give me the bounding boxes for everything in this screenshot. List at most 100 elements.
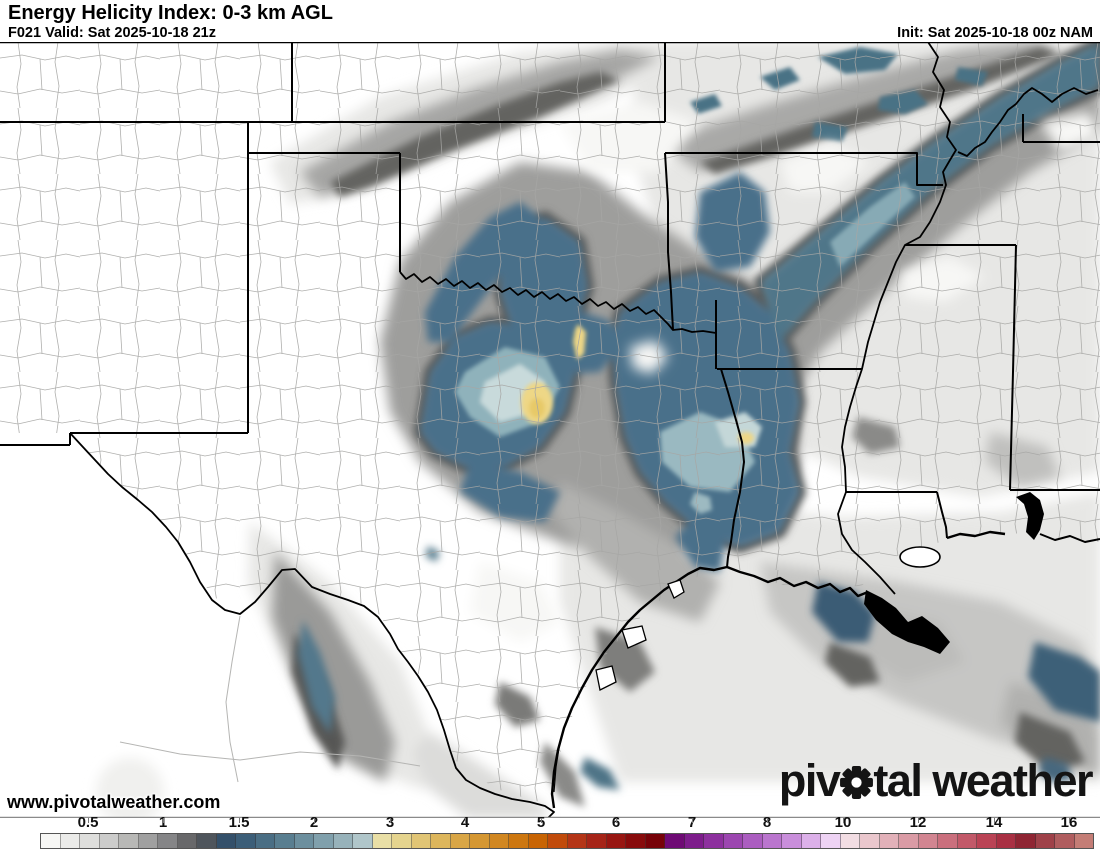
colorbar-segment <box>587 834 607 848</box>
colorbar-segment <box>528 834 548 848</box>
page-title: Energy Helicity Index: 0-3 km AGL <box>8 2 333 24</box>
colorbar-segment <box>197 834 217 848</box>
mississippi-coast <box>946 530 1006 540</box>
colorbar-segment <box>1035 834 1055 848</box>
colorbar-segment <box>431 834 451 848</box>
colorbar-segment <box>1055 834 1075 848</box>
colorbar-tick <box>314 818 315 823</box>
weather-map <box>0 36 1100 826</box>
colorbar-segment <box>821 834 841 848</box>
colorbar-segment <box>294 834 314 848</box>
colorbar-segment <box>879 834 899 848</box>
colorbar-segment <box>509 834 529 848</box>
colorbar-tick <box>465 818 466 823</box>
laguna-madre <box>553 741 561 793</box>
corpus-bay <box>595 665 617 691</box>
colorbar-segment <box>938 834 958 848</box>
gear-icon <box>840 766 874 799</box>
colorbar-segment <box>782 834 802 848</box>
colorbar-tick <box>1069 818 1070 823</box>
colorbar-segment <box>333 834 353 848</box>
colorbar-tick <box>541 818 542 823</box>
colorbar-segment <box>645 834 665 848</box>
colorbar-segment <box>489 834 509 848</box>
colorbar-segment <box>450 834 470 848</box>
mississippi-river <box>837 41 957 595</box>
watermark-url: www.pivotalweather.com <box>7 792 221 812</box>
colorbar-tick <box>616 818 617 823</box>
rio-grande <box>69 432 555 819</box>
colorbar-segment <box>996 834 1016 848</box>
colorbar-segment <box>314 834 334 848</box>
colorbar-segment <box>567 834 587 848</box>
matagorda-bay <box>621 625 647 649</box>
colorbar-tick <box>390 818 391 823</box>
logo-text-left: piv <box>778 755 841 806</box>
map-area <box>0 36 1100 826</box>
colorbar-segment <box>743 834 763 848</box>
colorbar-segment <box>470 834 490 848</box>
colorbar-segment <box>275 834 295 848</box>
ohio-river <box>957 87 1099 157</box>
colorbar-segment <box>801 834 821 848</box>
colorbar-segment <box>899 834 919 848</box>
texas-coast <box>550 565 728 809</box>
colorbar-segment <box>41 834 61 848</box>
colorbar-segment <box>392 834 412 848</box>
colorbar-tick <box>918 818 919 823</box>
rivers <box>69 41 1099 819</box>
colorbar <box>40 833 1094 849</box>
colorbar-segment <box>216 834 236 848</box>
colorbar-tick <box>767 818 768 823</box>
colorbar-segment <box>80 834 100 848</box>
colorbar-segment <box>119 834 139 848</box>
colorbar-segment <box>977 834 997 848</box>
mexico-state-lines <box>119 615 421 783</box>
colorbar-tick <box>88 818 89 823</box>
colorbar-segment <box>762 834 782 848</box>
florida-coast <box>1039 533 1100 543</box>
mississippi-delta <box>864 590 950 654</box>
galveston-bay <box>667 579 685 599</box>
colorbar-segment <box>411 834 431 848</box>
forecast-valid-label: F021 Valid: Sat 2025-10-18 21z <box>8 25 216 41</box>
lake-pontchartrain <box>899 546 941 568</box>
colorbar-segment <box>860 834 880 848</box>
red-river <box>399 271 717 334</box>
colorbar-segment <box>606 834 626 848</box>
colorbar-tick <box>239 818 240 823</box>
colorbar-segment <box>236 834 256 848</box>
colorbar-segment <box>1074 834 1093 848</box>
state-borders <box>0 42 1100 568</box>
colorbar-segment <box>918 834 938 848</box>
colorbar-segment <box>626 834 646 848</box>
coastline <box>550 530 1100 809</box>
colorbar-segment <box>255 834 275 848</box>
colorbar-segment <box>138 834 158 848</box>
colorbar-tick <box>843 818 844 823</box>
colorbar-segment <box>177 834 197 848</box>
colorbar-segment <box>99 834 119 848</box>
colorbar-tick <box>163 818 164 823</box>
model-init-label: Init: Sat 2025-10-18 00z NAM <box>897 25 1093 41</box>
colorbar-tick <box>994 818 995 823</box>
colorbar-tick <box>692 818 693 823</box>
louisiana-coast <box>726 565 869 598</box>
logo-text-right: tal weather <box>873 755 1093 806</box>
mobile-bay <box>1016 492 1044 540</box>
colorbar-segment <box>957 834 977 848</box>
colorbar-segment <box>353 834 373 848</box>
colorbar-segment <box>840 834 860 848</box>
colorbar-segment <box>704 834 724 848</box>
colorbar-segment <box>684 834 704 848</box>
colorbar-segment <box>372 834 392 848</box>
colorbar-segment <box>723 834 743 848</box>
colorbar-segment <box>548 834 568 848</box>
water-features <box>595 492 1044 691</box>
colorbar-segment <box>1016 834 1036 848</box>
colorbar-segment <box>60 834 80 848</box>
colorbar-segment <box>665 834 685 848</box>
colorbar-segment <box>158 834 178 848</box>
pivotal-weather-logo: piv tal weather <box>778 755 1094 806</box>
